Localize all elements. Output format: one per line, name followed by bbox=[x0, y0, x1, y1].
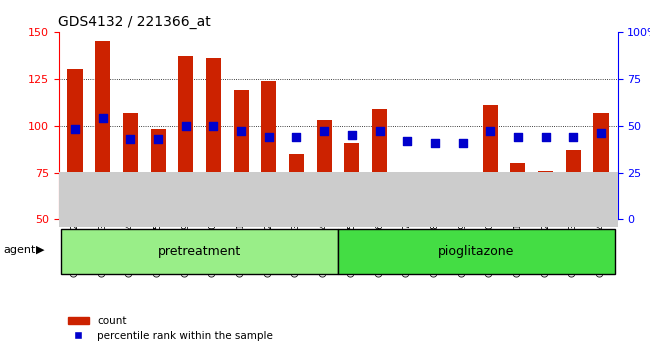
Bar bbox=[123, 113, 138, 219]
Text: pretreatment: pretreatment bbox=[158, 245, 241, 258]
Text: pioglitazone: pioglitazone bbox=[438, 245, 515, 258]
Bar bbox=[482, 105, 498, 219]
FancyBboxPatch shape bbox=[338, 229, 615, 274]
Bar bbox=[151, 130, 166, 219]
Point bbox=[430, 140, 440, 145]
Point bbox=[125, 136, 136, 142]
Point bbox=[485, 129, 495, 134]
Bar bbox=[566, 150, 581, 219]
Bar bbox=[344, 143, 359, 219]
Bar bbox=[510, 163, 525, 219]
Point bbox=[374, 129, 385, 134]
Bar bbox=[538, 171, 553, 219]
Bar bbox=[178, 56, 194, 219]
Bar bbox=[427, 178, 443, 219]
Bar bbox=[261, 81, 276, 219]
Text: ▶: ▶ bbox=[36, 245, 44, 255]
Bar bbox=[95, 41, 110, 219]
Legend: count, percentile rank within the sample: count, percentile rank within the sample bbox=[64, 312, 277, 345]
Text: agent: agent bbox=[3, 245, 36, 255]
Point bbox=[458, 140, 468, 145]
Bar bbox=[400, 178, 415, 219]
Bar bbox=[68, 69, 83, 219]
Point bbox=[264, 134, 274, 140]
Point bbox=[208, 123, 218, 129]
Point bbox=[346, 132, 357, 138]
Point bbox=[181, 123, 191, 129]
Point bbox=[319, 129, 330, 134]
Text: GDS4132 / 221366_at: GDS4132 / 221366_at bbox=[58, 16, 211, 29]
Bar bbox=[289, 154, 304, 219]
Bar bbox=[233, 90, 249, 219]
Point bbox=[402, 138, 412, 143]
Point bbox=[153, 136, 163, 142]
Bar bbox=[593, 113, 608, 219]
Point bbox=[595, 130, 606, 136]
Bar bbox=[372, 109, 387, 219]
Point bbox=[70, 127, 81, 132]
FancyBboxPatch shape bbox=[61, 229, 338, 274]
Bar bbox=[455, 172, 470, 219]
Bar bbox=[317, 120, 332, 219]
Point bbox=[236, 129, 246, 134]
Point bbox=[291, 134, 302, 140]
Point bbox=[540, 134, 551, 140]
Point bbox=[513, 134, 523, 140]
Point bbox=[568, 134, 578, 140]
Point bbox=[98, 115, 108, 121]
Bar bbox=[206, 58, 221, 219]
